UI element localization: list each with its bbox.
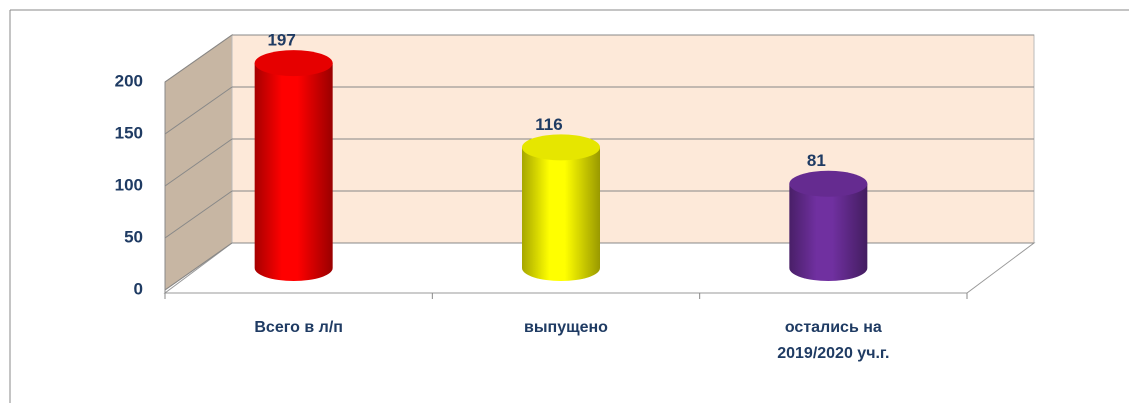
grid-line [164, 86, 233, 135]
cylinder-top [522, 134, 600, 161]
x-tick-label: Всего в л/п [254, 319, 343, 336]
x-tick-label: выпущено [524, 319, 608, 336]
cylinder-top [254, 50, 333, 77]
value-label: 81 [807, 151, 826, 170]
grid-line [164, 242, 233, 291]
cylinder [522, 147, 600, 281]
x-tick-label: остались на 2019/2020 уч.г. [777, 319, 890, 362]
grid-line [164, 190, 233, 239]
y-tick-label: 50 [124, 227, 143, 246]
grid-line [164, 138, 233, 187]
y-tick-label: 200 [115, 71, 143, 90]
value-label: 197 [267, 31, 295, 50]
y-tick-label: 100 [115, 175, 143, 194]
cylinder [789, 183, 868, 281]
value-label: 116 [535, 115, 562, 134]
y-tick-label: 150 [115, 123, 143, 142]
cylinder [254, 63, 333, 282]
cylinder-top [789, 170, 868, 197]
grid-line [164, 34, 233, 83]
y-tick-label: 0 [134, 279, 143, 298]
